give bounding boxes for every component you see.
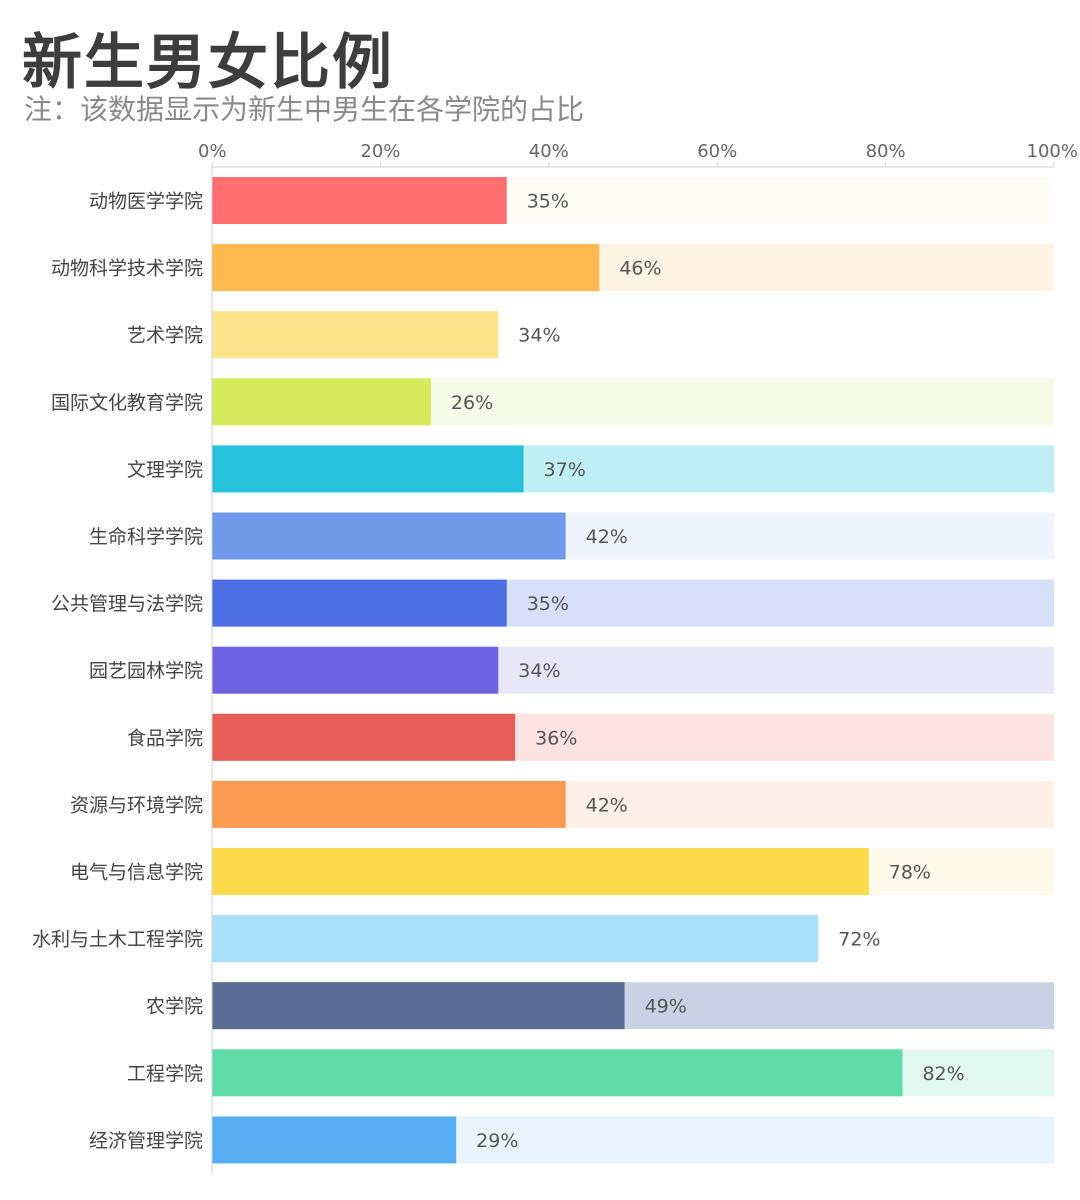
data-label: 29% xyxy=(476,1130,518,1152)
category-label: 水利与土木工程学院 xyxy=(32,929,203,951)
bar xyxy=(212,177,507,224)
bar xyxy=(212,982,625,1030)
data-label: 36% xyxy=(535,727,577,749)
data-label: 46% xyxy=(619,258,661,280)
x-tick-label: 40% xyxy=(529,141,569,162)
bar xyxy=(212,1049,903,1097)
data-label: 26% xyxy=(451,392,493,414)
data-label: 35% xyxy=(527,593,569,615)
category-label: 动物科学技术学院 xyxy=(51,258,203,280)
x-tick-label: 20% xyxy=(360,141,400,162)
category-label: 公共管理与法学院 xyxy=(51,593,203,615)
bar xyxy=(212,646,499,694)
category-label: 农学院 xyxy=(146,996,203,1018)
x-tick-label: 80% xyxy=(866,141,906,162)
category-label: 艺术学院 xyxy=(127,325,203,347)
bar xyxy=(212,512,566,560)
x-tick-label: 60% xyxy=(697,141,737,162)
data-label: 49% xyxy=(645,996,687,1018)
bar xyxy=(212,780,566,828)
data-label: 42% xyxy=(586,526,628,548)
bar xyxy=(212,848,869,895)
bar xyxy=(212,445,524,493)
bar xyxy=(212,579,507,627)
x-tick-label: 0% xyxy=(198,141,227,162)
data-label: 34% xyxy=(518,660,560,682)
category-label: 生命科学学院 xyxy=(89,526,203,548)
chart-subtitle: 注：该数据显示为新生中男生在各学院的占比 xyxy=(24,93,585,126)
category-label: 经济管理学院 xyxy=(89,1130,203,1152)
data-label: 72% xyxy=(838,929,880,951)
bar xyxy=(212,915,819,963)
bar xyxy=(212,378,431,426)
chart-title: 新生男女比例 xyxy=(22,28,394,98)
data-label: 82% xyxy=(922,1063,964,1085)
data-label: 78% xyxy=(889,862,931,884)
category-label: 食品学院 xyxy=(127,727,203,749)
category-label: 国际文化教育学院 xyxy=(51,392,203,414)
data-label: 35% xyxy=(527,191,569,213)
data-label: 34% xyxy=(518,325,560,347)
x-tick-label: 100% xyxy=(1027,141,1078,162)
bar xyxy=(212,244,600,292)
category-label: 资源与环境学院 xyxy=(70,794,203,816)
bar xyxy=(212,1116,457,1164)
data-label: 42% xyxy=(586,794,628,816)
bar xyxy=(212,311,499,359)
category-label: 动物医学学院 xyxy=(89,191,203,213)
category-label: 园艺园林学院 xyxy=(89,660,203,682)
category-label: 文理学院 xyxy=(127,459,203,481)
data-label: 37% xyxy=(544,459,586,481)
category-label: 电气与信息学院 xyxy=(70,862,203,884)
category-label: 工程学院 xyxy=(127,1063,203,1085)
bar xyxy=(212,713,516,761)
